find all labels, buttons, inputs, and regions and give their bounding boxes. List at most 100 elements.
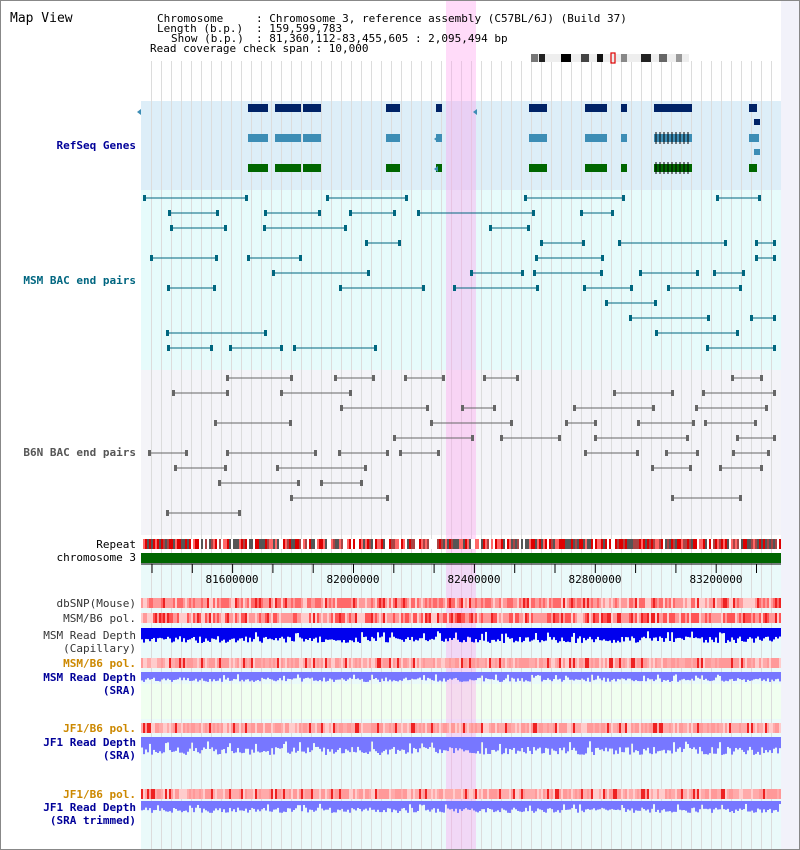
bac-end (580, 210, 583, 216)
jf1-read-depth-sra (763, 737, 765, 754)
dbsnp-density (271, 598, 273, 608)
jf1-b6-pol-2-density (445, 789, 447, 799)
jf1-read-depth-trimmed (405, 801, 407, 811)
msm-b6-pol-density (695, 613, 697, 623)
jf1-b6-pol-density (467, 723, 469, 733)
dbsnp-density (471, 598, 473, 608)
dbsnp-density (579, 598, 581, 608)
msm-read-depth-capillary (341, 628, 343, 643)
jf1-read-depth-sra (223, 737, 225, 750)
track-label-b6n-bac[interactable]: B6N BAC end pairs (23, 446, 136, 459)
repeat-element (691, 539, 693, 549)
jf1-b6-pol-density (493, 723, 495, 733)
jf1-read-depth-sra (355, 737, 357, 753)
jf1-b6-pol-2-density (635, 789, 637, 799)
repeat-element (243, 539, 245, 549)
repeat-element (559, 539, 561, 549)
jf1-b6-pol-2-density (725, 789, 727, 799)
track-label-refseq[interactable]: RefSeq Genes (56, 139, 136, 152)
dbsnp-density (435, 598, 437, 608)
msm-read-depth-sra (759, 672, 761, 679)
jf1-read-depth-trimmed (375, 801, 377, 812)
jf1-read-depth-trimmed (335, 801, 337, 813)
msm-read-depth-capillary (631, 628, 633, 637)
jf1-read-depth-trimmed (461, 801, 463, 811)
msm-b6-pol-sra-density (323, 658, 325, 668)
msm-b6-pol-sra-density (397, 658, 399, 668)
jf1-b6-pol-2-density (429, 789, 431, 799)
jf1-read-depth-trimmed (447, 801, 449, 809)
jf1-read-depth-trimmed (169, 801, 171, 812)
jf1-b6-pol-density (719, 723, 721, 733)
jf1-read-depth-sra (645, 737, 647, 751)
msm-read-depth-sra (245, 672, 247, 680)
dbsnp-density (165, 598, 167, 608)
msm-b6-pol-sra-density (539, 658, 541, 668)
msm-b6-pol-sra-density (157, 658, 159, 668)
msm-read-depth-capillary (407, 628, 409, 638)
jf1-read-depth-sra (595, 737, 597, 749)
msm-b6-pol-sra-density (517, 658, 519, 668)
msm-b6-pol-sra-density (421, 658, 423, 668)
msm-read-depth-sra (361, 672, 363, 679)
dbsnp-density (253, 598, 255, 608)
msm-read-depth-capillary (775, 628, 777, 637)
repeat-element (499, 539, 501, 549)
jf1-b6-pol-density (191, 723, 193, 733)
track-label-sra: (SRA) (102, 684, 136, 697)
jf1-b6-pol-2-density (263, 789, 265, 799)
msm-read-depth-sra (517, 672, 519, 679)
jf1-read-depth-sra (385, 737, 387, 750)
jf1-b6-pol-2-density (359, 789, 361, 799)
msm-b6-pol-density (543, 613, 545, 623)
msm-read-depth-capillary (559, 628, 561, 642)
msm-read-depth-capillary (241, 628, 243, 639)
jf1-b6-pol-density (445, 723, 447, 733)
jf1-read-depth-sra (509, 737, 511, 749)
msm-b6-pol-sra-density (267, 658, 269, 668)
msm-b6-pol-sra-density (743, 658, 745, 668)
repeat-element (341, 539, 343, 549)
jf1-b6-pol-2-density (543, 789, 545, 799)
jf1-read-depth-trimmed (561, 801, 563, 811)
jf1-read-depth-sra (295, 737, 297, 753)
length-value: : 159,599,783 (256, 22, 343, 35)
msm-b6-pol-sra-density (561, 658, 563, 668)
bac-end (340, 405, 343, 411)
dbsnp-density (191, 598, 193, 608)
msm-b6-pol-sra-density (393, 658, 395, 668)
msm-b6-pol-density (315, 613, 317, 623)
msm-read-depth-sra (255, 672, 257, 681)
bac-end (150, 255, 153, 261)
msm-read-depth-sra (281, 672, 283, 681)
jf1-b6-pol-2-density (255, 789, 257, 799)
msm-b6-pol-sra-density (617, 658, 619, 668)
jf1-b6-pol-2-density (337, 789, 339, 799)
msm-read-depth-capillary (555, 628, 557, 641)
msm-read-depth-sra (343, 672, 345, 680)
msm-read-depth-sra (573, 672, 575, 681)
coverage-span: Read coverage check span : 10,000 (150, 42, 369, 55)
repeat-element (557, 539, 559, 549)
jf1-read-depth-trimmed (721, 801, 723, 805)
jf1-b6-pol-2-density (307, 789, 309, 799)
jf1-read-depth-trimmed (733, 801, 735, 813)
msm-b6-pol-sra-density (351, 658, 353, 668)
jf1-b6-pol-density (673, 723, 675, 733)
repeat-element (489, 539, 491, 549)
gene-model (749, 164, 757, 172)
track-label-msm-bac[interactable]: MSM BAC end pairs (23, 274, 136, 287)
msm-b6-pol-sra-density (333, 658, 335, 668)
msm-read-depth-sra (481, 672, 483, 676)
msm-b6-pol-density (763, 613, 765, 623)
msm-read-depth-sra (719, 672, 721, 676)
msm-b6-pol-sra-density (211, 658, 213, 668)
msm-read-depth-sra (351, 672, 353, 679)
jf1-read-depth-trimmed (391, 801, 393, 813)
jf1-read-depth-trimmed (393, 801, 395, 810)
jf1-read-depth-trimmed (341, 801, 343, 809)
jf1-read-depth-trimmed (705, 801, 707, 809)
jf1-read-depth-trimmed (661, 801, 663, 811)
gene-model (436, 104, 442, 112)
